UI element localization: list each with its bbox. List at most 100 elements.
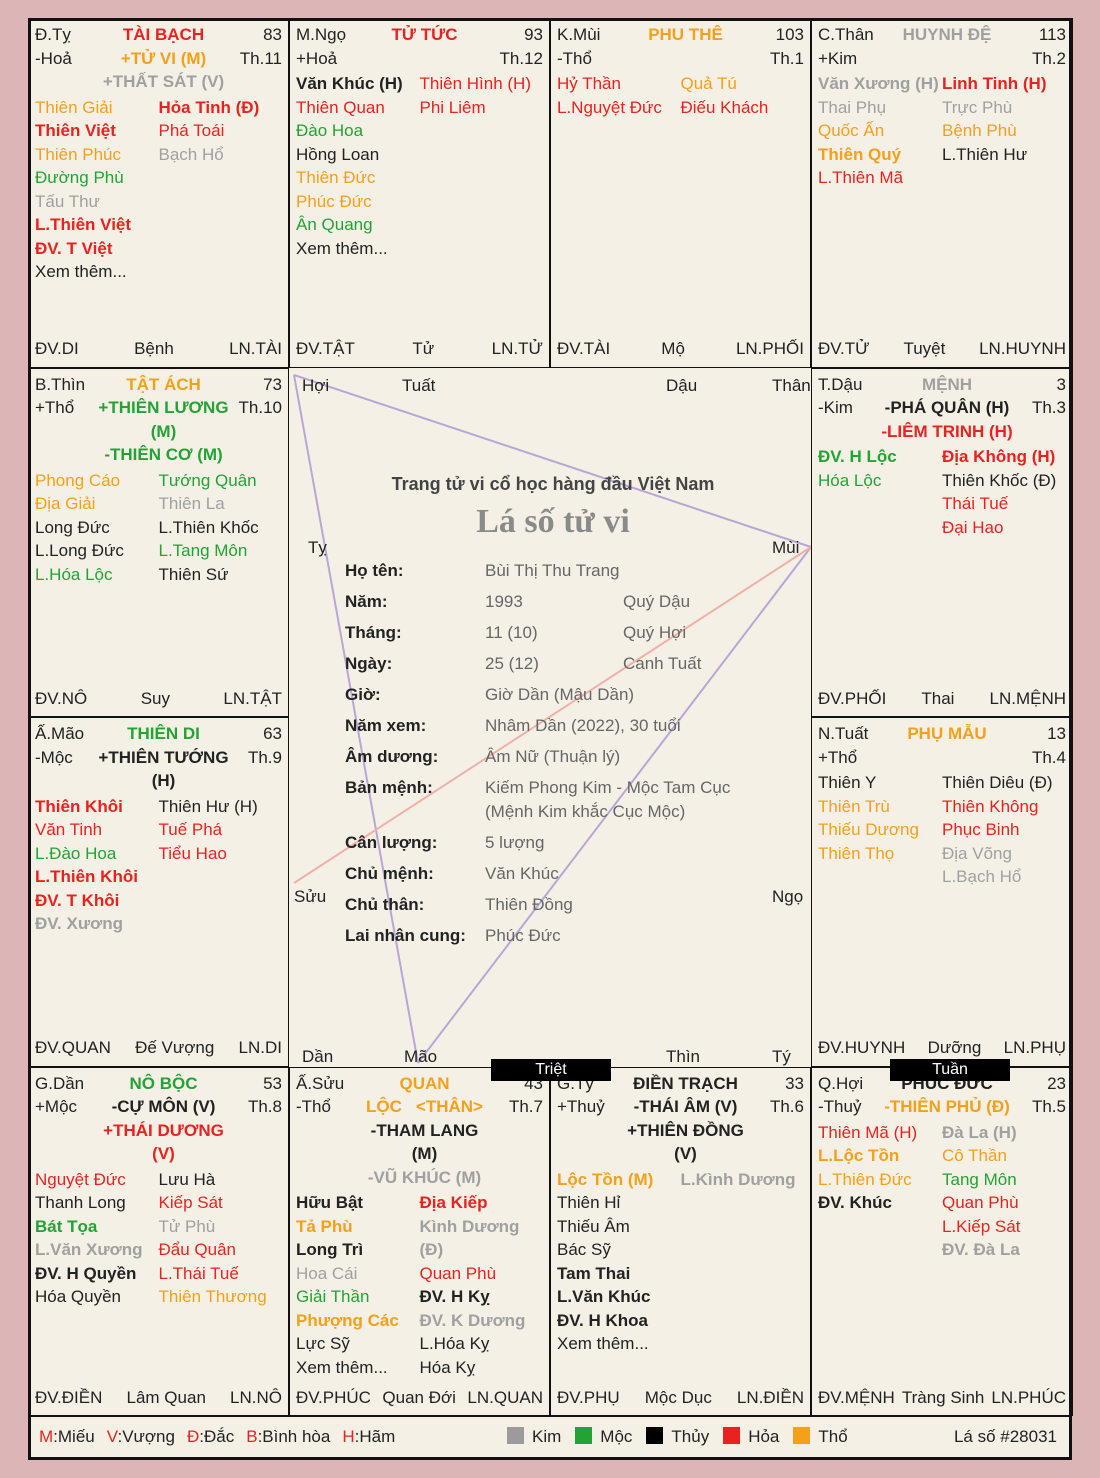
star: Xem thêm... (557, 1334, 649, 1353)
star: -LIÊM TRINH (H) (881, 421, 1013, 441)
branch: Ấ.Sửu (296, 1073, 345, 1093)
star: L.Thiên Đức (818, 1169, 912, 1189)
star-col: Hữu Bật Tả Phù Long Trì Hoa Cái Giải Thần Phư… (296, 1191, 420, 1379)
aspect-lines (293, 374, 812, 1064)
aspect-line (293, 374, 419, 1064)
star: Hỏa Tinh (Đ) (158, 97, 260, 117)
star: Thiên Thọ (818, 843, 895, 863)
star: Hữu Bật (296, 1193, 364, 1212)
palace-footer: ĐV.PHÚC Quan Đới LN.QUAN (296, 1386, 543, 1410)
star: Nguyệt Đức (35, 1169, 126, 1189)
age: 73 (263, 374, 282, 394)
palace-age: 53 Th.8 (230, 1072, 282, 1166)
palace-age: 13 Th.4 (1014, 722, 1066, 769)
star-list: ĐV. H Lộc Hóa Lộc Địa Không (H) Thiên Khốc … (818, 445, 1066, 539)
footer-text: ĐV.PHỐI (818, 688, 887, 708)
mark-item: M:Miếu (39, 1427, 95, 1446)
mark-item: V:Vượng (107, 1427, 175, 1446)
star: Kình Dương (Đ) (419, 1216, 520, 1260)
palace-name: PHU THÊ (619, 23, 752, 47)
footer-text: Đế Vượng (135, 1038, 215, 1057)
star-col: Hỏa Tinh (Đ) Phá Toái Bạch Hổ (159, 96, 283, 284)
star-col: Phong Cáo Địa Giải Long Đức L.Long Đức L.Hóa… (35, 469, 159, 587)
star: L.Hóa Kỵ (419, 1334, 490, 1353)
info-values: Văn Khúc (485, 862, 785, 886)
name: TỬ TỨC (391, 25, 458, 44)
legend: M:Miếu V:Vượng Đ:Đắc B:Bình hòa H:Hãm Kim Mộc T… (31, 1416, 1069, 1457)
element-name: Hỏa (748, 1427, 780, 1446)
palace: G.Tý +Thuỷ ĐIỀN TRẠCH -THÁI ÂM (V) +THIÊN ĐỒ… (550, 1066, 811, 1416)
element: +Thổ (35, 398, 75, 417)
palace-footer: ĐV.MỆNH Tràng Sinh LN.PHÚC (818, 1386, 1066, 1410)
palace-header: Đ.Tỵ -Hoả TÀI BẠCH +TỬ VI (M) +THẤT SÁT (V) 8… (35, 23, 282, 94)
star: Xem thêm... (296, 238, 388, 258)
star: Địa Giải (35, 494, 96, 513)
footer-text: ĐV.PHÚC (296, 1387, 371, 1407)
info-row: Ngày: 25 (12) Canh Tuất (345, 652, 815, 676)
footer-text: LN.TÀI (229, 339, 282, 358)
star: Hoa Cái (296, 1263, 358, 1283)
age: 33 (785, 1073, 804, 1093)
branch: C.Thân (818, 25, 874, 44)
star: ĐV. H Khoa (557, 1310, 649, 1330)
star-list: Phong Cáo Địa Giải Long Đức L.Long Đức L.Hóa… (35, 469, 282, 587)
star: L.Thiên Mã (818, 168, 904, 187)
info-value: (Mệnh Kim khắc Cục Mộc) (485, 802, 686, 821)
footer-text: Mộ (661, 339, 685, 358)
footer-text: LN.TẬT (223, 688, 282, 708)
element-swatch (723, 1427, 741, 1444)
star: Thiên Không (942, 796, 1039, 816)
palace-age: 73 Th.10 (230, 373, 282, 467)
name: MỆNH (921, 374, 973, 394)
palace-header: T.Dậu -Kim MỆNH -PHÁ QUÂN (H) -LIÊM TRINH (H… (818, 373, 1066, 444)
element-name: Kim (532, 1427, 562, 1446)
star-col: Lưu Hà Kiếp Sát Tử Phù Đẩu Quân L.Thái Tuế Th… (159, 1168, 283, 1309)
star: L.Thiên Khôi (35, 867, 138, 886)
branch: G.Dần (35, 1073, 85, 1093)
month: Th.4 (1031, 747, 1066, 767)
info-row: Cân lượng: 5 lượng (345, 831, 815, 855)
star: +THIÊN ĐỒNG (V) (627, 1120, 744, 1164)
footer-text: ĐV.MỆNH (818, 1387, 895, 1407)
palace-title: THIÊN DI +THIÊN TƯỚNG (H) (97, 722, 230, 793)
star: Tang Môn (942, 1169, 1017, 1189)
element-name: Mộc (600, 1427, 633, 1446)
star: +THIÊN LƯƠNG (M) (98, 398, 229, 441)
star: Trực Phù (942, 97, 1013, 117)
star: Cô Thần (942, 1146, 1007, 1165)
cut-mark: Triệt (491, 1059, 611, 1081)
info-values: Nhâm Dần (2022), 30 tuổi (485, 714, 785, 738)
star: Lực Sỹ (296, 1334, 350, 1353)
star: ĐV. H Quyền (35, 1263, 137, 1283)
star: +TỬ VI (M) (120, 48, 207, 68)
age: 3 (1056, 374, 1066, 394)
element-swatch (507, 1427, 524, 1444)
footer-text: ĐV.ĐIỀN (35, 1387, 103, 1407)
info-value: Canh Tuất (623, 654, 702, 673)
mark-legend: M:Miếu V:Vượng Đ:Đắc B:Bình hòa H:Hãm (39, 1417, 407, 1457)
star: +THIÊN TƯỚNG (H) (98, 747, 229, 791)
body-tag: <THÂN> (415, 1097, 483, 1116)
palace-header: Ấ.Mão -Mộc THIÊN DI +THIÊN TƯỚNG (H) 63 Th.9 (35, 722, 282, 793)
info-row: Chủ mệnh: Văn Khúc (345, 862, 815, 886)
star: Thiên Mã (H) (818, 1122, 918, 1142)
star: Bác Sỹ (557, 1240, 611, 1259)
element-legend: Kim Mộc Thủy Hỏa Thổ (493, 1417, 848, 1457)
info-value: Giờ Dần (Mậu Dần) (485, 685, 635, 704)
element: -Thuỷ (818, 1097, 862, 1116)
palace-title: HUYNH ĐỆ (880, 23, 1014, 70)
star: -THIÊN PHỦ (Đ) (884, 1097, 1010, 1116)
star: Tướng Quân (158, 470, 257, 490)
star: L.Thiên Khốc (158, 517, 259, 537)
element: -Mộc (35, 747, 73, 767)
star: Hồng Loan (296, 144, 380, 164)
star-col: Hỷ Thần L.Nguyệt Đức (557, 72, 681, 119)
palace-name: HUYNH ĐỆ (880, 23, 1014, 47)
star: L.Lộc Tồn (818, 1146, 900, 1165)
palace-age: 43 Th.7 (491, 1072, 543, 1190)
star: Long Đức (35, 517, 110, 537)
element: +Mộc (35, 1097, 78, 1116)
mark-key: Đ (186, 1427, 200, 1446)
star: Thiên Quan (296, 97, 385, 117)
star: Phi Liêm (419, 97, 486, 117)
